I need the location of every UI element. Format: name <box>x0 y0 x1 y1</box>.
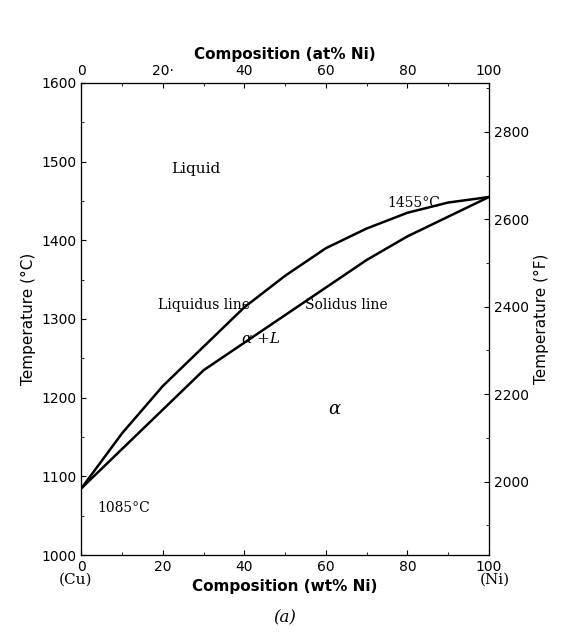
Text: 1085°C: 1085°C <box>98 501 151 515</box>
Y-axis label: Temperature (°C): Temperature (°C) <box>21 253 36 385</box>
Text: (Ni): (Ni) <box>480 573 510 587</box>
Y-axis label: Temperature (°F): Temperature (°F) <box>534 254 549 384</box>
Text: α: α <box>328 401 340 419</box>
Text: 1455°C: 1455°C <box>387 195 440 209</box>
Text: Liquid: Liquid <box>171 163 220 177</box>
X-axis label: Composition (at% Ni): Composition (at% Ni) <box>194 47 376 61</box>
Text: Liquidus line: Liquidus line <box>158 298 250 312</box>
Text: (Cu): (Cu) <box>59 573 93 587</box>
Text: (a): (a) <box>274 609 297 626</box>
X-axis label: Composition (wt% Ni): Composition (wt% Ni) <box>193 579 378 595</box>
Text: α +L: α +L <box>242 332 280 346</box>
Text: Solidus line: Solidus line <box>305 298 388 312</box>
